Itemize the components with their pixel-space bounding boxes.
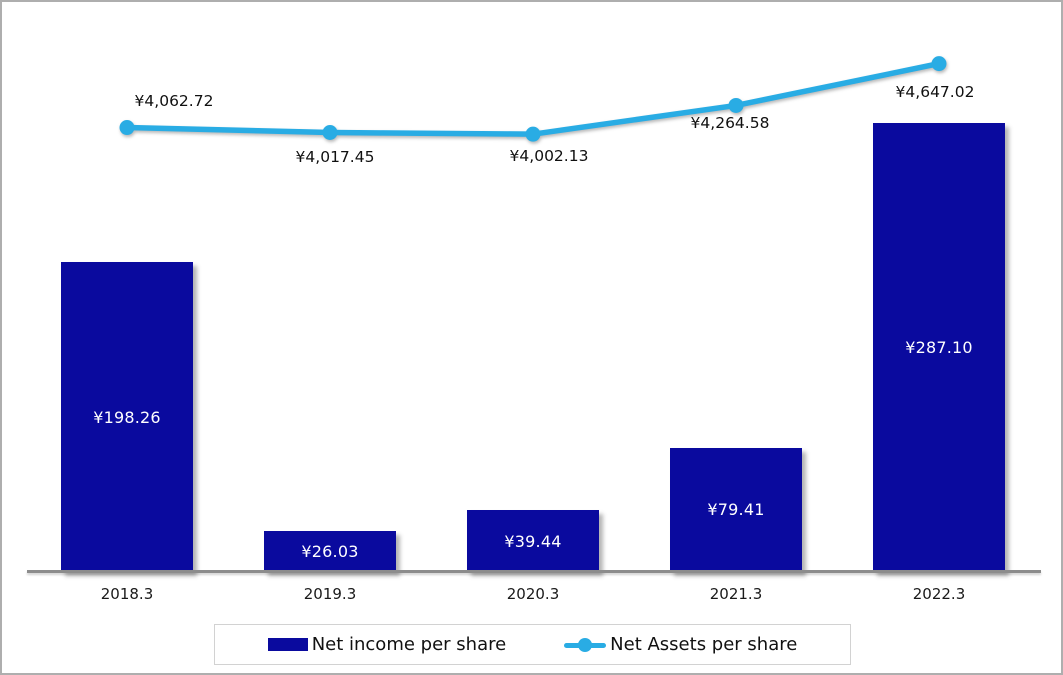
- bar-data-label: ¥26.03: [301, 542, 359, 562]
- line-point-2019.3[interactable]: [322, 124, 338, 140]
- legend-label-net-income: Net income per share: [311, 634, 507, 655]
- x-axis-label-2019.3: 2019.3: [303, 585, 357, 603]
- bar-data-label: ¥287.10: [905, 338, 973, 358]
- line-data-label: ¥4,062.72: [134, 91, 214, 110]
- net-assets-line: [124, 60, 942, 137]
- bar-swatch-icon: [267, 638, 308, 651]
- legend-item-net-income[interactable]: Net income per share: [267, 634, 507, 655]
- bar-data-label: ¥79.41: [707, 500, 765, 520]
- x-axis-label-2022.3: 2022.3: [912, 585, 966, 603]
- x-axis-label-2018.3: 2018.3: [100, 585, 154, 603]
- line-data-label: ¥4,002.13: [509, 147, 589, 166]
- line-data-label: ¥4,647.02: [895, 82, 975, 101]
- line-swatch-icon: [564, 637, 607, 652]
- line-data-label: ¥4,017.45: [295, 148, 375, 167]
- line-point-2018.3[interactable]: [119, 120, 135, 136]
- x-axis-label-2021.3: 2021.3: [709, 585, 763, 603]
- bar-2018.3[interactable]: ¥198.26: [61, 262, 193, 572]
- legend-item-net-assets[interactable]: Net Assets per share: [564, 634, 797, 655]
- line-data-label: ¥4,264.58: [690, 114, 770, 133]
- legend-label-net-assets: Net Assets per share: [610, 634, 798, 655]
- line-point-2020.3[interactable]: [525, 126, 541, 142]
- bar-2021.3[interactable]: ¥79.41: [670, 447, 802, 572]
- x-axis-label-2020.3: 2020.3: [506, 585, 560, 603]
- bar-2019.3[interactable]: ¥26.03: [264, 531, 396, 572]
- line-point-2022.3[interactable]: [931, 56, 947, 72]
- bar-2020.3[interactable]: ¥39.44: [467, 510, 599, 572]
- legend: Net income per share Net Assets per shar…: [214, 624, 851, 665]
- bar-data-label: ¥39.44: [504, 531, 562, 551]
- line-point-2021.3[interactable]: [728, 97, 744, 113]
- bar-data-label: ¥198.26: [93, 407, 161, 427]
- bar-2022.3[interactable]: ¥287.10: [873, 123, 1005, 572]
- x-axis-line: [27, 570, 1041, 573]
